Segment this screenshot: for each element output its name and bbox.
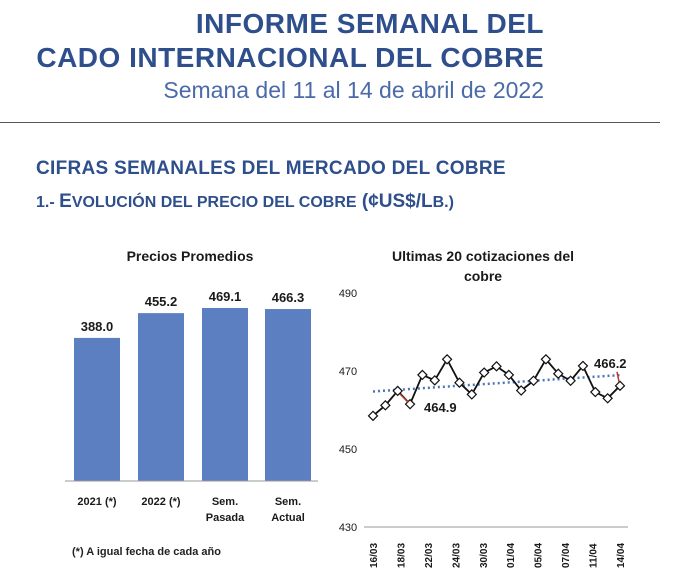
report-title-line2: CADO INTERNACIONAL DEL COBRE	[36, 42, 544, 73]
y-tick-label-3: 490	[339, 288, 357, 300]
y-tick-label-0: 430	[339, 522, 357, 534]
price-point-19	[602, 392, 613, 404]
price-point-11	[503, 369, 515, 381]
section-title: CIFRAS SEMANALES DEL MERCADO DEL COBRE	[36, 158, 506, 179]
line-chart-title-0: Ultimas 20 cotizaciones del	[392, 248, 574, 264]
x-tick-label-3: 24/03	[451, 543, 462, 568]
price-point-13	[528, 375, 539, 387]
header-divider	[0, 122, 660, 123]
bar-category-label-3-0: Sem.	[275, 496, 301, 508]
subtitle-initial: E	[59, 191, 72, 212]
price-point-1	[380, 399, 391, 411]
x-tick-label-2: 22/03	[424, 543, 435, 568]
report-subtitle: Semana del 11 al 14 de abril de 2022	[163, 77, 544, 103]
bar-category-label-2-0: Sem.	[212, 496, 238, 508]
line-chart-title-1: cobre	[464, 268, 502, 284]
bar-1	[138, 313, 184, 481]
x-tick-label-7: 07/04	[561, 543, 572, 568]
price-point-15	[552, 368, 564, 380]
x-tick-label-5: 01/04	[506, 543, 517, 568]
y-tick-label-1: 450	[339, 444, 357, 456]
price-point-12	[515, 385, 527, 396]
price-point-6	[441, 353, 453, 365]
price-point-2	[392, 385, 404, 397]
bar-0	[74, 337, 120, 481]
price-point-5	[429, 375, 441, 386]
subtitle-number: 1.-	[36, 194, 55, 211]
subtitle-unit: (¢US$/L	[356, 191, 433, 212]
annotation-label-1: 466.2	[594, 356, 627, 371]
subtitle-text: VOLUCIÓN DEL PRECIO DEL COBRE	[71, 194, 357, 211]
annotation-arrow-1	[616, 371, 620, 382]
x-tick-label-8: 11/04	[589, 543, 600, 568]
line-chart: Ultimas 20 cotizaciones del cobre 430 450 47…	[339, 248, 628, 568]
price-point-4	[417, 369, 428, 381]
bar-category-label-3-1: Actual	[271, 512, 305, 524]
price-point-0	[367, 410, 379, 422]
price-point-8	[466, 389, 478, 400]
price-point-10	[491, 360, 502, 372]
bar-chart: Precios Promedios 388.0 2021 (*) 455.2 2022 …	[65, 248, 318, 524]
bar-category-label-1-0: 2022 (*)	[141, 496, 180, 508]
x-tick-label-9: 14/04	[616, 543, 627, 568]
annotation-arrow-0	[399, 393, 409, 403]
bar-value-label-0: 388.0	[81, 319, 114, 334]
x-tick-label-6: 05/04	[534, 543, 545, 568]
chart-footnote: (*) A igual fecha de cada año	[72, 546, 221, 558]
price-point-14	[540, 353, 552, 365]
price-point-9	[478, 367, 490, 378]
section-subtitle: 1.- EVOLUCIÓN DEL PRECIO DEL COBRE (¢US$…	[36, 191, 454, 213]
y-tick-label-2: 470	[339, 366, 357, 378]
price-point-16	[565, 375, 576, 387]
trend-line	[372, 373, 621, 393]
price-point-20	[614, 380, 626, 392]
x-tick-label-1: 18/03	[396, 543, 407, 568]
bar-category-label-2-1: Pasada	[206, 512, 245, 524]
bar-category-label-0-0: 2021 (*)	[77, 496, 116, 508]
price-point-18	[589, 386, 601, 398]
bar-value-label-2: 469.1	[209, 289, 242, 304]
bar-value-label-3: 466.3	[272, 290, 305, 305]
bar-value-label-1: 455.2	[145, 294, 178, 309]
bar-2	[202, 308, 248, 481]
annotation-label-0: 464.9	[424, 400, 457, 415]
report-title-line1: INFORME SEMANAL DEL	[195, 8, 544, 39]
price-point-17	[577, 360, 589, 372]
x-tick-label-0: 16/03	[369, 543, 380, 568]
bar-3	[265, 309, 311, 481]
x-tick-label-4: 30/03	[479, 543, 490, 568]
subtitle-unit-rest: B.)	[432, 194, 454, 211]
price-point-7	[454, 377, 465, 389]
bar-chart-title: Precios Promedios	[127, 248, 254, 264]
